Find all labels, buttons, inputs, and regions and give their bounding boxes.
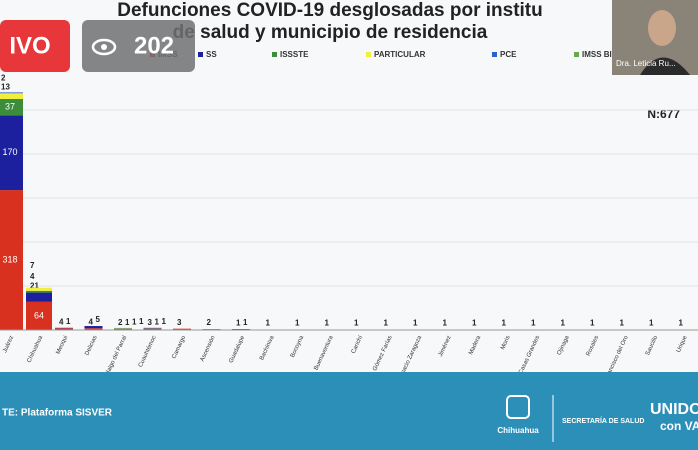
value-label: 1 <box>384 319 389 328</box>
slogan: con VALOR <box>660 419 698 433</box>
bar-segment <box>84 326 103 329</box>
value-label: 1 <box>295 319 300 328</box>
value-label: 4 <box>59 317 64 326</box>
value-label: 1 <box>132 317 137 326</box>
chart-title: Defunciones COVID-19 desglosadas por ins… <box>117 0 542 21</box>
bar-segment <box>26 292 52 302</box>
value-label: 3 <box>148 318 153 327</box>
value-label: 2 <box>118 318 123 327</box>
bar-segment <box>0 115 23 191</box>
logo-dept: SECRETARÍA DE SALUD <box>562 416 644 425</box>
value-label: 4 <box>89 317 94 326</box>
value-label: 1 <box>590 319 595 328</box>
value-label: 1 <box>502 319 507 328</box>
value-label: 1 <box>620 319 625 328</box>
legend-swatch <box>574 52 579 57</box>
viewer-badge <box>82 20 195 72</box>
value-label: 1 <box>531 319 536 328</box>
value-label: 21 <box>30 282 39 291</box>
value-label: 2 <box>207 318 212 327</box>
legend-swatch <box>272 52 277 57</box>
legend-label: PCE <box>500 50 517 59</box>
value-label: 1 <box>266 319 271 328</box>
live-badge <box>0 20 70 72</box>
value-label: 13 <box>1 82 10 91</box>
value-label: 1 <box>325 319 330 328</box>
legend-swatch <box>198 52 203 57</box>
value-label: 1 <box>561 319 566 328</box>
bar-segment <box>0 190 23 330</box>
legend-label: SS <box>206 50 217 59</box>
bar-segment <box>143 328 162 330</box>
value-label: 1 <box>443 319 448 328</box>
annotation: N:677 <box>647 107 680 121</box>
legend-swatch <box>492 52 497 57</box>
bar-segment <box>55 328 73 330</box>
eye-icon <box>91 38 117 56</box>
value-label: 64 <box>34 310 44 320</box>
bar-segment <box>26 287 52 291</box>
slogan: UNIDOS <box>650 401 698 418</box>
presenter-face <box>648 10 676 46</box>
value-label: 1 <box>243 318 248 327</box>
value-label: 1 <box>236 319 241 328</box>
logo-city: Chihuahua <box>497 426 539 435</box>
value-label: 1 <box>472 319 477 328</box>
value-label: 3 <box>177 318 182 327</box>
value-label: 170 <box>2 147 17 157</box>
value-label: 1 <box>679 319 684 328</box>
value-label: 7 <box>30 261 35 270</box>
legend-swatch <box>366 52 371 57</box>
value-label: 5 <box>96 315 101 324</box>
value-label: 1 <box>354 319 359 328</box>
x-tick-label: Moris <box>500 335 512 351</box>
value-label: 1 <box>155 317 160 326</box>
logo-shield <box>506 395 530 419</box>
bar-segment <box>84 328 103 330</box>
value-label: 318 <box>2 254 17 264</box>
bar-segment <box>0 99 23 116</box>
live-label: IVO <box>9 32 50 59</box>
value-label: 37 <box>5 102 15 112</box>
bar-segment <box>26 290 52 293</box>
value-label: 4 <box>30 272 35 281</box>
viewer-count: 202 <box>134 32 174 59</box>
chart-title: de salud y municipio de residencia <box>173 22 488 43</box>
presenter-name: Dra. Leticia Ru... <box>616 59 676 68</box>
legend-label: PARTICULAR <box>374 50 426 59</box>
value-label: 1 <box>66 317 71 326</box>
value-label: 1 <box>649 319 654 328</box>
bar-segment <box>0 93 23 99</box>
presenter-body <box>640 57 690 75</box>
source: TE: Plataforma SISVER <box>2 408 113 419</box>
value-label: 1 <box>162 317 167 326</box>
bar-segment <box>173 328 191 330</box>
bar-segment <box>0 92 23 94</box>
bar-segment <box>26 301 52 330</box>
value-label: 1 <box>125 318 130 327</box>
value-label: 1 <box>413 319 418 328</box>
eye-pupil <box>101 44 107 50</box>
legend-label: ISSSTE <box>280 50 309 59</box>
legend-label: IMSS BI <box>582 50 612 59</box>
footer <box>0 372 698 450</box>
value-label: 2 <box>1 74 6 83</box>
value-label: 1 <box>139 317 144 326</box>
